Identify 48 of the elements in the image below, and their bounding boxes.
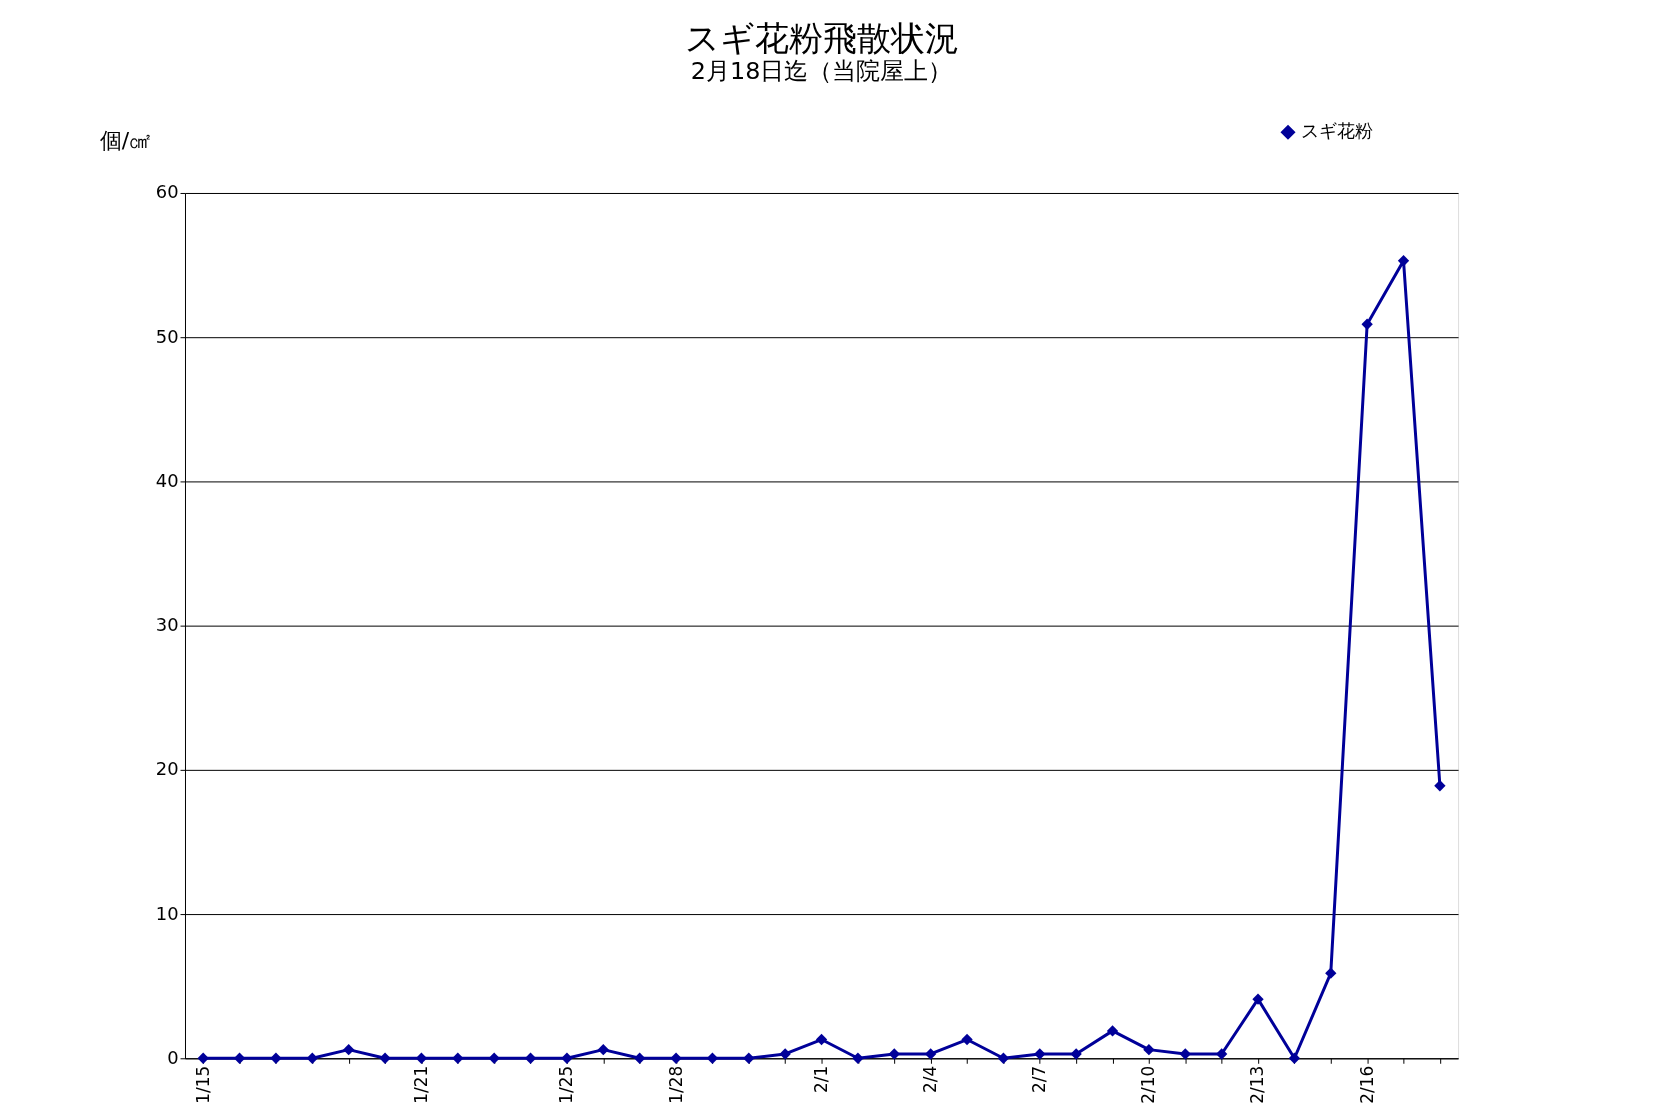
x-tick-label: 2/7 (1029, 1065, 1050, 1093)
point (888, 1048, 900, 1060)
x-tick-label: 2/4 (920, 1065, 941, 1093)
point (1070, 1048, 1082, 1060)
point (1325, 967, 1337, 979)
x-tick-label: 2/13 (1247, 1065, 1268, 1104)
y-tick-label: 40 (155, 469, 179, 491)
chart-subtitle: 2月18日迄（当院屋上） (690, 56, 953, 85)
legend-label: スギ花粉 (1300, 120, 1373, 142)
point (1252, 993, 1264, 1005)
point (670, 1052, 682, 1064)
y-tick-label: 20 (155, 758, 179, 780)
point (743, 1052, 755, 1064)
point (1434, 780, 1446, 792)
point (779, 1048, 791, 1060)
point (634, 1052, 646, 1064)
x-tick-label: 1/28 (665, 1065, 686, 1104)
y-tick-label: 50 (155, 325, 179, 347)
point (379, 1052, 391, 1064)
point (1179, 1048, 1191, 1060)
x-tick-label: 1/25 (556, 1065, 577, 1104)
point (1034, 1048, 1046, 1060)
point (1361, 318, 1373, 330)
x-tick-label: 2/10 (1138, 1065, 1159, 1104)
x-tick-label: 1/21 (410, 1065, 431, 1104)
x-tick-label: 1/15 (192, 1065, 213, 1104)
point (597, 1043, 609, 1056)
point (815, 1033, 828, 1046)
point (852, 1052, 864, 1064)
y-axis-title: 個/㎠ (99, 128, 152, 154)
point (961, 1033, 973, 1046)
point (306, 1052, 318, 1064)
point (270, 1052, 282, 1064)
point (1106, 1025, 1119, 1037)
point (1143, 1043, 1155, 1056)
y-tick-label: 60 (155, 181, 179, 203)
y-tick-label: 0 (167, 1046, 179, 1068)
point (197, 1052, 209, 1064)
chart-title: スギ花粉飛散状況 (684, 18, 959, 58)
point (1288, 1052, 1301, 1064)
point (452, 1052, 464, 1064)
x-tick-label: 2/16 (1356, 1065, 1377, 1104)
y-tick-label: 10 (155, 902, 179, 924)
y-tick-label: 30 (155, 614, 179, 636)
point (488, 1052, 500, 1064)
point (343, 1043, 355, 1056)
point (561, 1052, 573, 1064)
x-tick-label: 2/1 (811, 1065, 832, 1093)
